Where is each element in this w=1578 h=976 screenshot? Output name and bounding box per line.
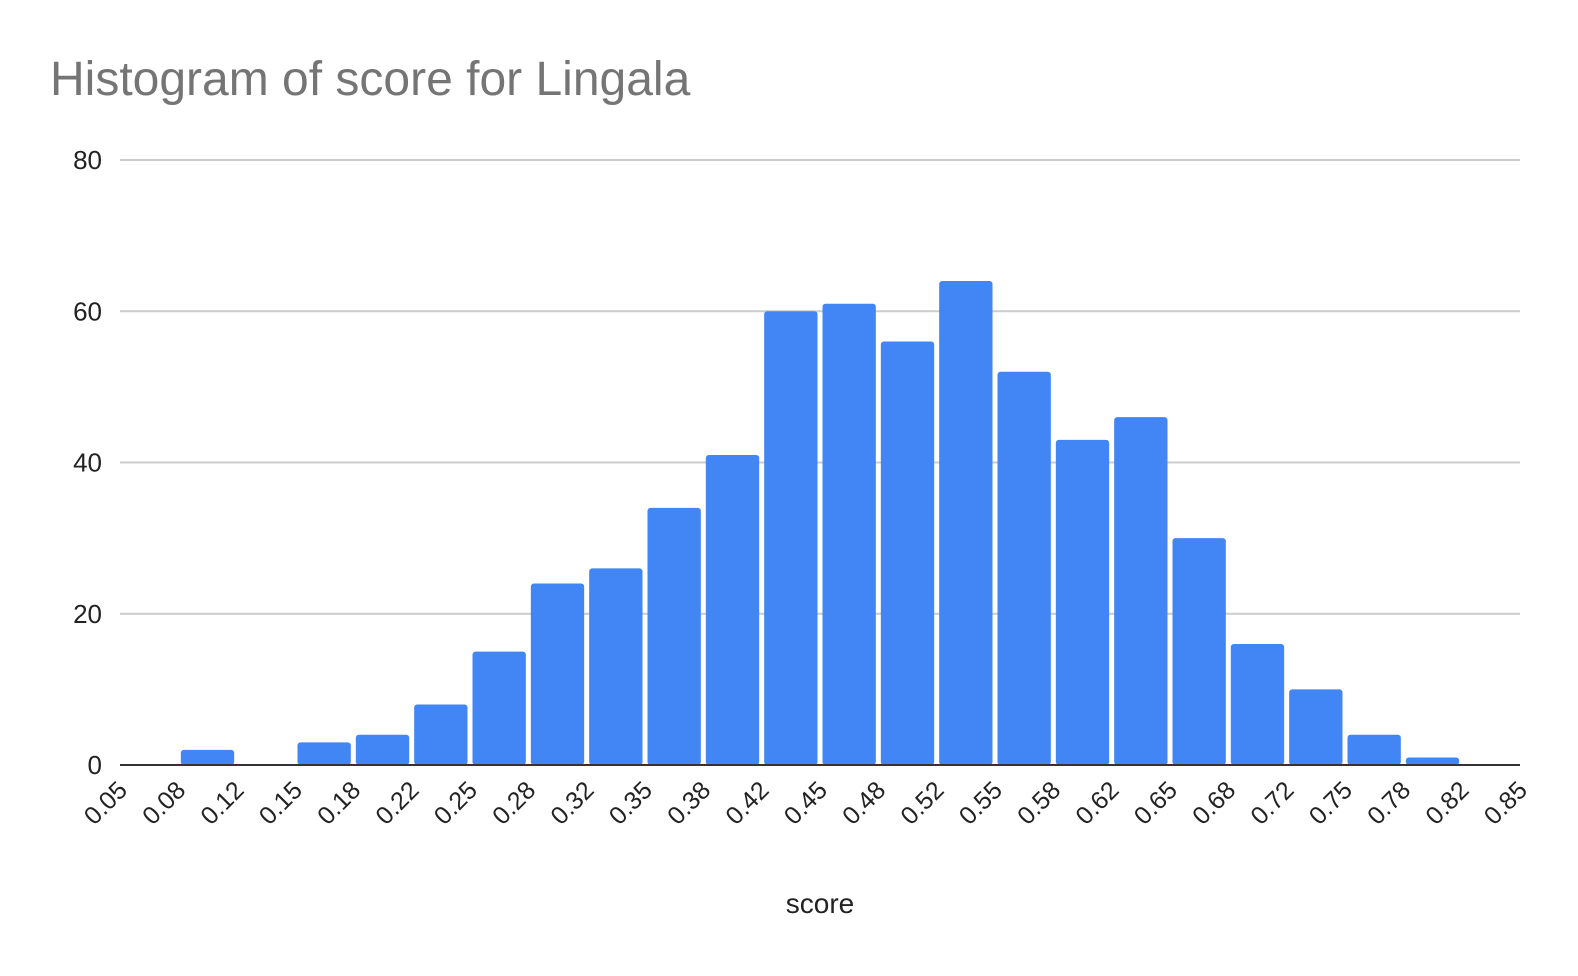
x-tick-label: 0.45	[779, 776, 833, 830]
y-tick-label: 20	[73, 599, 102, 629]
histogram-bar	[1114, 417, 1168, 765]
x-tick-label: 0.35	[604, 776, 658, 830]
x-axis-label: score	[786, 888, 854, 919]
histogram-bar	[822, 303, 876, 765]
x-tick-label: 0.22	[370, 776, 424, 830]
histogram-bar	[705, 454, 760, 765]
histogram-bar	[297, 742, 351, 765]
histogram-bar	[180, 749, 235, 765]
x-tick-label: 0.32	[545, 776, 599, 830]
x-tick-label: 0.38	[662, 776, 716, 830]
x-tick-label: 0.08	[137, 776, 191, 830]
x-tick-label: 0.68	[1187, 776, 1241, 830]
x-tick-label: 0.42	[720, 776, 774, 830]
x-tick-label: 0.25	[429, 776, 483, 830]
x-tick-label: 0.58	[1012, 776, 1066, 830]
histogram-bar	[589, 568, 643, 765]
histogram-bar	[997, 371, 1051, 765]
histogram-bar	[1289, 689, 1343, 765]
x-tick-label: 0.75	[1304, 776, 1358, 830]
x-tick-label: 0.12	[195, 776, 249, 830]
x-tick-label: 0.52	[895, 776, 949, 830]
histogram-bar	[1347, 734, 1401, 765]
histogram-bar	[355, 734, 410, 765]
y-tick-label: 40	[73, 448, 102, 478]
x-tick-label: 0.62	[1070, 776, 1124, 830]
histogram-bar	[472, 651, 526, 765]
x-tick-label: 0.85	[1479, 776, 1533, 830]
histogram-bar	[530, 583, 585, 765]
x-tick-label: 0.28	[487, 776, 541, 830]
histogram-bar	[1405, 757, 1460, 765]
chart-title: Histogram of score for Lingala	[50, 53, 691, 106]
x-axis-ticks: 0.05 0.08 0.12 0.15 0.18 0.22 0.25 0.28 0.32 0.35…	[79, 776, 1533, 830]
histogram-bar	[414, 704, 468, 765]
y-tick-label: 60	[73, 296, 102, 326]
gridlines	[120, 159, 1520, 615]
histogram-bar	[939, 281, 993, 765]
histogram-bar	[880, 341, 935, 765]
histogram-bar	[1230, 644, 1285, 765]
histogram-bar	[647, 507, 701, 765]
histogram-bar	[1172, 538, 1226, 765]
y-axis-ticks: 0 20 40 60 80	[73, 145, 102, 780]
x-tick-label: 0.48	[837, 776, 891, 830]
bars	[180, 281, 1460, 765]
y-tick-label: 0	[88, 750, 102, 780]
x-tick-label: 0.15	[254, 776, 308, 830]
x-tick-label: 0.72	[1245, 776, 1299, 830]
x-tick-label: 0.82	[1420, 776, 1474, 830]
x-tick-label: 0.18	[312, 776, 366, 830]
histogram-bar	[1055, 439, 1110, 765]
y-tick-label: 80	[73, 145, 102, 175]
x-tick-label: 0.55	[954, 776, 1008, 830]
x-tick-label: 0.65	[1129, 776, 1183, 830]
x-tick-label: 0.78	[1362, 776, 1416, 830]
x-tick-label: 0.05	[79, 776, 133, 830]
histogram-bar	[764, 311, 818, 765]
